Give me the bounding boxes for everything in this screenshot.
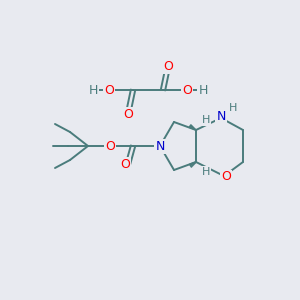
Text: O: O (104, 83, 114, 97)
Text: O: O (163, 59, 173, 73)
Text: H: H (202, 115, 210, 125)
Text: O: O (123, 107, 133, 121)
Text: H: H (88, 83, 98, 97)
Text: O: O (221, 170, 231, 184)
Text: N: N (155, 140, 165, 152)
Text: H: H (229, 103, 237, 113)
Text: H: H (202, 167, 210, 177)
Text: H: H (198, 83, 208, 97)
Text: O: O (182, 83, 192, 97)
Text: N: N (216, 110, 226, 124)
Text: O: O (120, 158, 130, 170)
Polygon shape (189, 125, 196, 130)
Text: O: O (105, 140, 115, 152)
